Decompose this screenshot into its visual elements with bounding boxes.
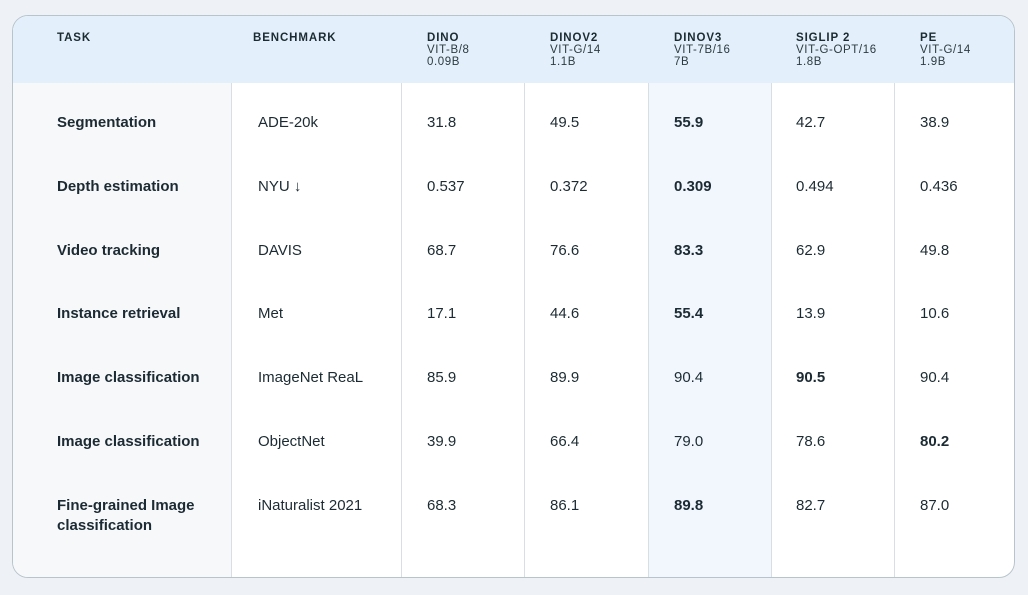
value-cell: 79.0 <box>674 433 704 450</box>
header-model: DINO VIT-B/8 0.09B <box>427 32 470 68</box>
task-label: Video tracking <box>57 241 161 259</box>
value-cell: 78.6 <box>796 433 826 450</box>
benchmark-label: DAVIS <box>258 241 302 259</box>
task-label: Fine-grained Image classification <box>57 496 195 534</box>
model-arch: VIT-G/14 <box>920 44 971 56</box>
header-model: SIGLIP 2 VIT-G-OPT/16 1.8B <box>796 32 877 68</box>
value-cell: 87.0 <box>920 496 950 514</box>
model-name: DINOV2 <box>550 32 599 44</box>
task-label: Segmentation <box>57 114 157 131</box>
model-arch: VIT-G/14 <box>550 44 601 56</box>
best-value-cell: 83.3 <box>674 241 704 259</box>
value-cell: 85.9 <box>427 369 457 387</box>
benchmark-label: ADE-20k <box>258 114 319 131</box>
column-divider <box>894 83 895 577</box>
value-cell: 17.1 <box>427 305 457 323</box>
benchmark-table: TASK BENCHMARK DINO VIT-B/8 0.09B DINOV2 VIT-G… <box>12 15 1015 578</box>
task-label: Depth estimation <box>57 177 179 195</box>
model-name: DINOV3 <box>674 32 723 44</box>
best-value-cell: 80.2 <box>920 433 950 450</box>
best-value-cell: 55.4 <box>674 305 704 323</box>
value-cell: 90.4 <box>920 369 950 387</box>
task-column-background <box>13 83 231 577</box>
value-cell: 68.3 <box>427 496 457 514</box>
value-cell: 76.6 <box>550 241 580 259</box>
task-label: Image classification <box>57 433 200 450</box>
value-cell: 49.8 <box>920 241 950 259</box>
value-cell: 10.6 <box>920 305 950 323</box>
value-cell: 66.4 <box>550 433 580 450</box>
benchmark-label: Met <box>258 305 284 323</box>
header-task: TASK <box>57 32 92 44</box>
best-value-cell: 90.5 <box>796 369 826 387</box>
model-arch: VIT-B/8 <box>427 44 470 56</box>
value-cell: 90.4 <box>674 369 704 387</box>
column-divider <box>401 83 402 577</box>
model-params: 1.8B <box>796 56 823 68</box>
model-arch: VIT-G-OPT/16 <box>796 44 877 56</box>
value-cell: 68.7 <box>427 241 457 259</box>
table-header <box>13 16 1014 83</box>
value-cell: 13.9 <box>796 305 826 323</box>
benchmark-label: iNaturalist 2021 <box>258 496 363 514</box>
model-name: PE <box>920 32 938 44</box>
best-value-cell: 89.8 <box>674 496 704 514</box>
model-params: 7B <box>674 56 690 68</box>
model-name: DINO <box>427 32 460 44</box>
value-cell: 31.8 <box>427 114 457 131</box>
value-cell: 44.6 <box>550 305 580 323</box>
value-cell: 82.7 <box>796 496 826 514</box>
model-name: SIGLIP 2 <box>796 32 851 44</box>
header-model: DINOV3 VIT-7B/16 7B <box>674 32 731 68</box>
task-label: Instance retrieval <box>57 305 181 323</box>
best-value-cell: 55.9 <box>674 114 704 131</box>
highlight-column-background <box>648 83 771 577</box>
value-cell: 0.372 <box>550 177 588 195</box>
value-cell: 39.9 <box>427 433 457 450</box>
value-cell: 38.9 <box>920 114 950 131</box>
benchmark-label: ObjectNet <box>258 433 325 450</box>
model-params: 1.9B <box>920 56 947 68</box>
header-benchmark: BENCHMARK <box>253 32 337 44</box>
value-cell: 0.436 <box>920 177 958 195</box>
model-arch: VIT-7B/16 <box>674 44 731 56</box>
value-cell: 0.494 <box>796 177 834 195</box>
column-divider <box>231 83 232 577</box>
value-cell: 62.9 <box>796 241 826 259</box>
value-cell: 89.9 <box>550 369 580 387</box>
column-divider <box>771 83 772 577</box>
header-model: DINOV2 VIT-G/14 1.1B <box>550 32 601 68</box>
value-cell: 42.7 <box>796 114 826 131</box>
benchmark-label: ImageNet ReaL <box>258 369 364 387</box>
model-params: 1.1B <box>550 56 577 68</box>
model-params: 0.09B <box>427 56 461 68</box>
header-model: PE VIT-G/14 1.9B <box>920 32 971 68</box>
column-divider <box>524 83 525 577</box>
value-cell: 49.5 <box>550 114 580 131</box>
benchmark-label: NYU ↓ <box>258 177 302 195</box>
value-cell: 0.537 <box>427 177 465 195</box>
value-cell: 86.1 <box>550 496 580 514</box>
task-label: Image classification <box>57 369 200 387</box>
column-divider <box>648 83 649 577</box>
best-value-cell: 0.309 <box>674 177 712 195</box>
